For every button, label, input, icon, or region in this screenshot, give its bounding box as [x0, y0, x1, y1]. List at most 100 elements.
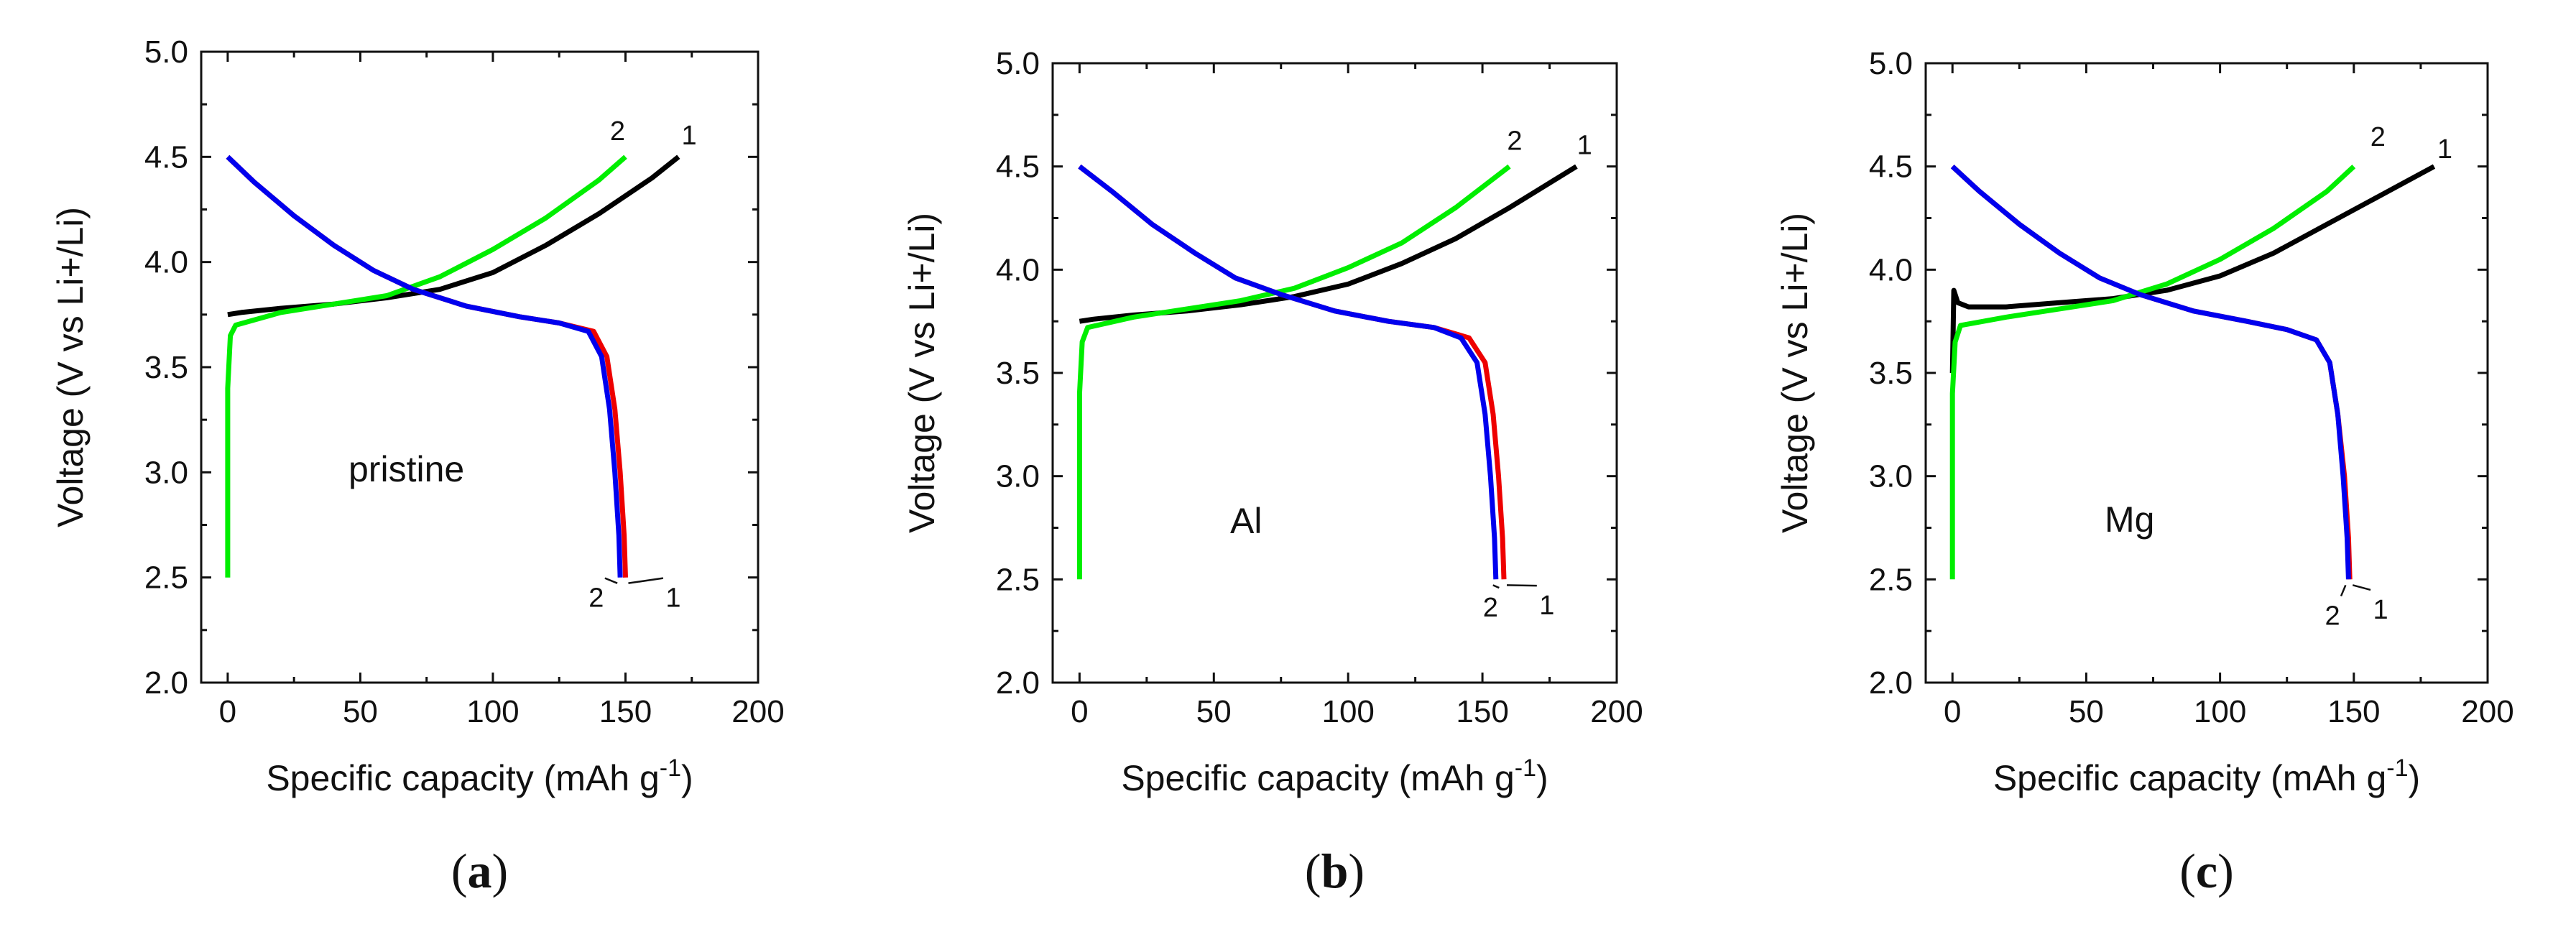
curve-number-label: 2: [1483, 593, 1498, 623]
curve-number-label: 1: [665, 583, 680, 614]
panel-tag-open: (: [2179, 844, 2196, 898]
sample-annotation: pristine: [348, 449, 464, 489]
y-tick-label: 3.0: [144, 455, 188, 490]
x-tick-label: 0: [1944, 694, 1961, 729]
curve-number-label: 1: [1577, 130, 1592, 160]
x-axis-label-end: ): [2409, 758, 2421, 798]
series-line-a-discharge-1: [226, 154, 628, 578]
y-tick-label: 2.5: [1869, 562, 1913, 597]
y-tick-label: 4.0: [1869, 252, 1913, 287]
y-tick-label: 4.5: [1869, 149, 1913, 185]
y-tick-label: 4.0: [996, 252, 1040, 287]
curve-number-label: 1: [2437, 134, 2452, 165]
x-tick-label: 0: [1071, 694, 1088, 729]
curve-number-label: 2: [2325, 601, 2340, 632]
leader-line: [1506, 584, 1537, 587]
panel-tag: (c): [2179, 844, 2234, 898]
leader-line: [2352, 584, 2371, 591]
y-tick-label: 2.5: [996, 562, 1040, 597]
sample-annotation: Mg: [2105, 499, 2154, 540]
leader-line: [604, 577, 618, 584]
x-axis-label-superscript: -1: [2386, 754, 2408, 782]
y-tick-label: 4.0: [144, 245, 188, 280]
x-tick-label: 150: [2327, 694, 2380, 729]
curve-number-label: 1: [1539, 591, 1554, 621]
chart-panel-b: 0 50 100 150 200 2.0 2.5 3.0 3.5 4.0 4.5 5.0 Specifi…: [902, 46, 1643, 898]
x-axis-label: Specific capacity (mAh g-1): [266, 754, 693, 798]
y-tick-label: 5.0: [1869, 46, 1913, 81]
panel-tag-letter: c: [2196, 844, 2217, 898]
x-axis-label-superscript: -1: [660, 754, 681, 782]
x-axis-label-main: Specific capacity (mAh g: [1121, 758, 1514, 798]
series-line-a-charge-2: [225, 154, 627, 578]
plot-frame: [1051, 62, 1618, 684]
x-tick-label: 100: [466, 694, 519, 729]
leader-line: [2340, 584, 2347, 597]
y-tick-label: 4.5: [996, 149, 1040, 185]
x-tick-label: 100: [1321, 694, 1374, 729]
curve-number-label: 1: [2373, 595, 2388, 625]
series-line-b-charge-2: [1076, 164, 1511, 580]
panel-tag-close: ): [1348, 844, 1365, 898]
sample-annotation: Al: [1230, 501, 1262, 541]
chart-panel-c: 0 50 100 150 200 2.0 2.5 3.0 3.5 4.0 4.5 5.0 Specifi…: [1775, 46, 2514, 898]
panel-tag-close: ): [492, 844, 509, 898]
panel-tag-open: (: [451, 844, 468, 898]
curve-number-label: 1: [681, 121, 696, 151]
x-axis-label-superscript: -1: [1515, 754, 1536, 782]
series-line-b-discharge-2: [1078, 164, 1499, 580]
series-line-c-charge-2: [1949, 165, 2356, 580]
x-axis-label-main: Specific capacity (mAh g: [1993, 758, 2386, 798]
panel-tag-letter: a: [468, 844, 492, 898]
series-line-a-charge-1: [227, 154, 680, 318]
series-line-c-discharge-2: [1950, 165, 2351, 580]
x-axis-label-main: Specific capacity (mAh g: [266, 758, 659, 798]
y-axis-label: Voltage (V vs Li+/Li): [50, 207, 91, 527]
panel-tag-close: ): [2217, 844, 2234, 898]
y-axis-label: Voltage (V vs Li+/Li): [1775, 213, 1815, 533]
leader-line: [1492, 584, 1500, 589]
x-tick-label: 200: [1590, 694, 1643, 729]
y-axis-label: Voltage (V vs Li+/Li): [902, 213, 942, 533]
curve-number-label: 2: [2370, 122, 2386, 152]
x-tick-label: 150: [1456, 694, 1508, 729]
x-axis-label-end: ): [681, 758, 693, 798]
curve-number-label: 2: [610, 116, 625, 147]
y-tick-label: 2.5: [144, 560, 188, 596]
panel-tag: (a): [451, 844, 508, 898]
leader-line: [628, 577, 664, 584]
x-axis-label: Specific capacity (mAh g-1): [1993, 754, 2420, 798]
curve-number-label: 2: [1507, 126, 1522, 157]
y-tick-label: 3.5: [144, 350, 188, 385]
x-tick-label: 50: [2069, 694, 2104, 729]
x-axis-label: Specific capacity (mAh g-1): [1121, 754, 1548, 798]
y-tick-label: 5.0: [144, 34, 188, 70]
y-tick-label: 3.5: [996, 356, 1040, 391]
curve-number-label: 2: [588, 583, 604, 614]
x-tick-label: 50: [1196, 694, 1232, 729]
y-tick-label: 2.0: [144, 665, 188, 701]
y-tick-label: 3.5: [1869, 356, 1913, 391]
series-line-b-discharge-1: [1078, 164, 1507, 580]
plot-frame: [1924, 62, 2489, 684]
x-tick-label: 100: [2194, 694, 2246, 729]
x-tick-label: 0: [219, 694, 236, 729]
panel-tag: (b): [1305, 844, 1365, 898]
x-tick-label: 150: [599, 694, 652, 729]
panel-tag-letter: b: [1321, 844, 1349, 898]
x-tick-label: 200: [2461, 694, 2513, 729]
y-tick-label: 3.0: [996, 459, 1040, 494]
panel-tag-open: (: [1305, 844, 1321, 898]
x-tick-label: 50: [343, 694, 378, 729]
chart-panel-a: 0 50 100 150 200 2.0 2.5 3.0 3.5 4.0 4.5 5.0 Specifi…: [50, 34, 785, 898]
x-axis-label-end: ): [1536, 758, 1548, 798]
y-tick-label: 3.0: [1869, 459, 1913, 494]
series-line-a-discharge-2: [226, 154, 623, 578]
y-tick-label: 2.0: [1869, 665, 1913, 701]
y-tick-label: 5.0: [996, 46, 1040, 81]
y-tick-label: 4.5: [144, 139, 188, 175]
y-tick-label: 2.0: [996, 665, 1040, 701]
series-line-b-charge-1: [1079, 164, 1578, 324]
